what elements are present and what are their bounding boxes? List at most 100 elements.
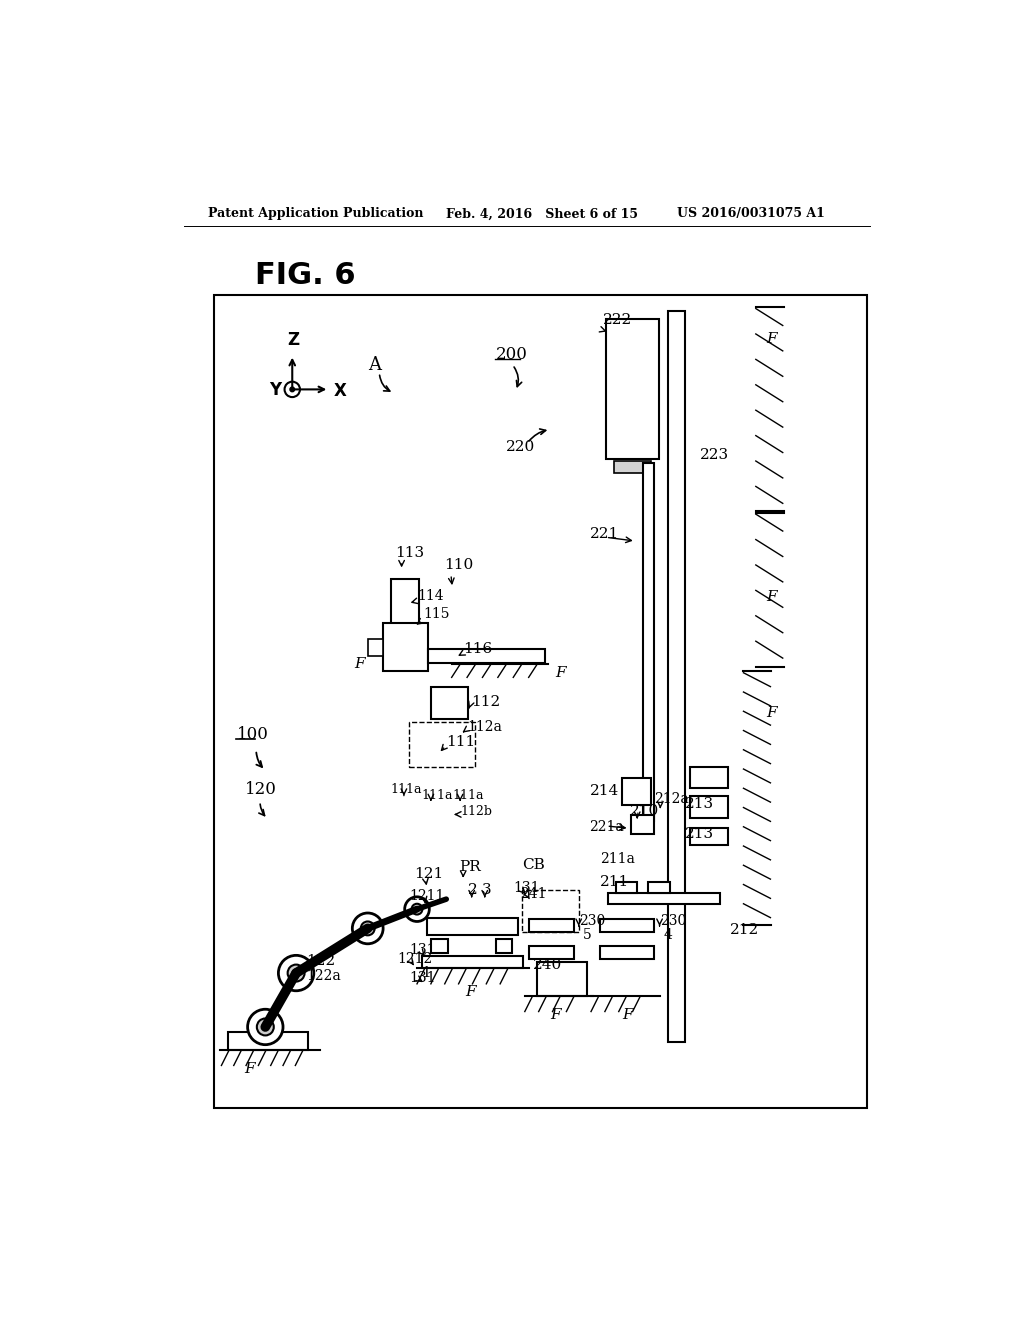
Text: Feb. 4, 2016   Sheet 6 of 15: Feb. 4, 2016 Sheet 6 of 15	[446, 207, 638, 220]
Text: FIG. 6: FIG. 6	[255, 261, 356, 290]
Text: 121: 121	[414, 867, 443, 882]
Text: 112a: 112a	[467, 719, 502, 734]
Text: 4: 4	[664, 928, 673, 941]
Text: Z: Z	[288, 331, 300, 350]
Text: 113: 113	[394, 545, 424, 560]
Bar	[614, 461, 651, 473]
Text: F: F	[466, 985, 476, 998]
Text: A: A	[368, 356, 381, 374]
Text: 2: 2	[468, 883, 477, 896]
Bar	[427, 917, 518, 935]
Text: 241: 241	[520, 887, 547, 900]
Circle shape	[257, 1019, 273, 1035]
Text: F: F	[556, 665, 566, 680]
Bar	[529, 919, 574, 932]
Text: F: F	[550, 1007, 561, 1022]
Bar	[689, 829, 728, 845]
Bar	[431, 686, 468, 719]
Bar	[648, 882, 670, 892]
Bar	[214, 296, 866, 1107]
Bar	[431, 940, 447, 953]
Bar	[668, 312, 685, 1043]
Text: 221: 221	[590, 527, 620, 541]
Text: US 2016/0031075 A1: US 2016/0031075 A1	[677, 207, 825, 220]
Circle shape	[248, 1010, 283, 1044]
Circle shape	[290, 387, 295, 392]
Text: 222: 222	[603, 313, 633, 327]
Text: 213: 213	[685, 797, 714, 810]
Text: F: F	[622, 1007, 633, 1022]
Text: 110: 110	[444, 558, 473, 572]
Text: 230: 230	[580, 913, 606, 928]
Bar	[608, 894, 720, 904]
Text: F: F	[766, 333, 776, 346]
Bar	[521, 890, 580, 932]
Bar	[422, 956, 523, 969]
Text: 200: 200	[496, 346, 527, 363]
Text: 1211: 1211	[410, 890, 444, 903]
Text: 112: 112	[471, 696, 500, 709]
Text: 131: 131	[513, 882, 540, 895]
Text: F: F	[766, 590, 776, 605]
Text: X: X	[334, 381, 347, 400]
Bar	[227, 1032, 308, 1051]
Text: 131: 131	[410, 942, 436, 957]
Bar	[600, 919, 654, 932]
Text: 212a: 212a	[654, 792, 689, 807]
Circle shape	[412, 904, 422, 915]
Circle shape	[404, 896, 429, 921]
Text: 210: 210	[630, 804, 658, 818]
Text: F: F	[354, 656, 365, 671]
Text: PR: PR	[460, 859, 481, 874]
Text: 221a: 221a	[590, 820, 625, 834]
Bar	[615, 882, 637, 892]
Bar	[383, 623, 428, 671]
Bar	[631, 816, 654, 834]
Text: 212: 212	[730, 923, 759, 937]
Bar	[606, 318, 658, 459]
Text: 213: 213	[685, 828, 714, 841]
Text: 3: 3	[481, 883, 492, 896]
Text: 1212: 1212	[397, 952, 432, 966]
Circle shape	[288, 965, 304, 982]
Circle shape	[360, 921, 375, 936]
Text: 122: 122	[306, 954, 336, 968]
Text: 211a: 211a	[600, 853, 635, 866]
Text: F: F	[766, 706, 776, 719]
Text: 230: 230	[660, 913, 686, 928]
Text: 112b: 112b	[460, 805, 493, 818]
Text: 1: 1	[422, 966, 431, 979]
Text: 111a: 111a	[391, 783, 422, 796]
Bar	[368, 639, 383, 656]
Bar	[410, 722, 475, 767]
Text: 111a: 111a	[422, 789, 453, 803]
Text: F: F	[245, 1063, 255, 1076]
Bar	[428, 649, 545, 663]
Text: Y: Y	[269, 381, 282, 399]
Bar	[643, 462, 654, 821]
Bar	[538, 961, 587, 997]
Text: CB: CB	[521, 858, 545, 873]
Bar	[391, 579, 419, 657]
Bar	[689, 796, 728, 817]
Text: 223: 223	[700, 447, 729, 462]
Text: 116: 116	[463, 642, 493, 656]
Text: 220: 220	[506, 440, 536, 454]
Circle shape	[285, 381, 300, 397]
Text: 111: 111	[446, 735, 475, 748]
Text: 111a: 111a	[453, 789, 484, 803]
Text: 240: 240	[532, 958, 562, 973]
Bar	[496, 940, 512, 953]
Text: Patent Application Publication: Patent Application Publication	[208, 207, 423, 220]
Text: 5: 5	[583, 928, 591, 941]
Circle shape	[352, 913, 383, 944]
Text: 214: 214	[590, 784, 620, 799]
Bar	[622, 779, 651, 805]
Text: 122a: 122a	[306, 969, 341, 983]
Bar	[600, 946, 654, 960]
Bar	[689, 767, 728, 788]
Circle shape	[279, 956, 313, 991]
Text: 120: 120	[245, 781, 276, 799]
Text: 211: 211	[600, 875, 630, 890]
Text: 114: 114	[417, 589, 443, 603]
